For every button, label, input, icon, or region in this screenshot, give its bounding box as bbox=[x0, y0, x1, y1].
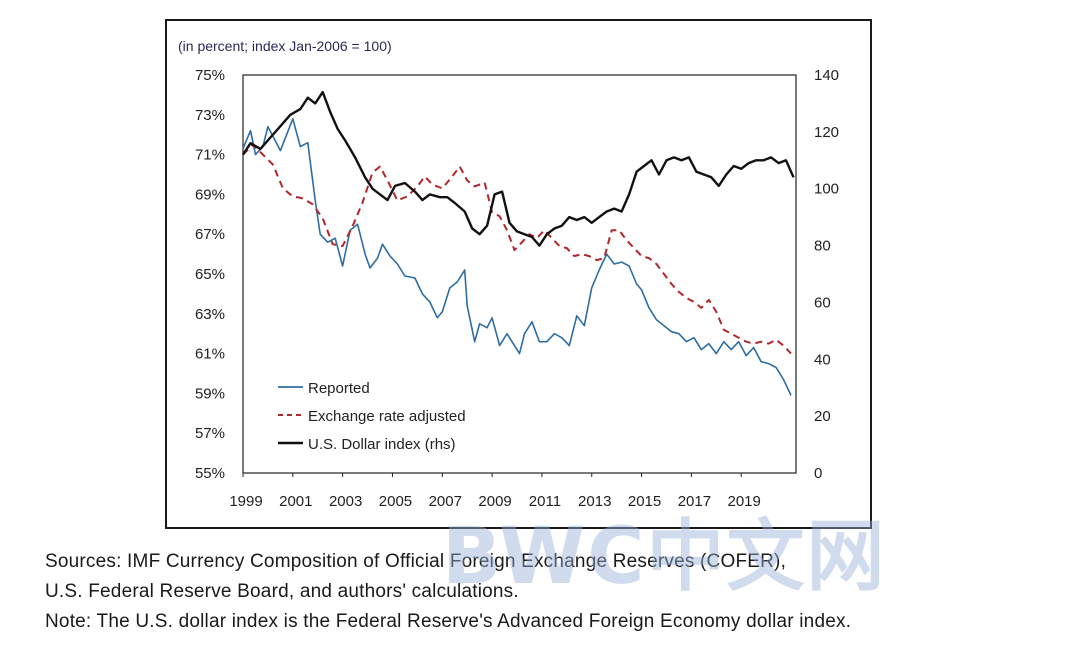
left-tick-label: 65% bbox=[195, 266, 225, 283]
sources-line-2: U.S. Federal Reserve Board, and authors'… bbox=[45, 581, 519, 602]
left-tick-label: 73% bbox=[195, 107, 225, 124]
x-tick-label: 2003 bbox=[329, 493, 362, 510]
x-tick-label: 2015 bbox=[628, 493, 661, 510]
x-tick-label: 2001 bbox=[279, 493, 312, 510]
left-tick-label: 61% bbox=[195, 346, 225, 363]
x-tick-label: 2007 bbox=[429, 493, 462, 510]
left-tick-label: 71% bbox=[195, 147, 225, 164]
left-tick-label: 67% bbox=[195, 226, 225, 243]
left-tick-label: 63% bbox=[195, 306, 225, 323]
right-tick-label: 0 bbox=[814, 465, 822, 482]
right-tick-label: 120 bbox=[814, 124, 839, 141]
series-dollar-index-line bbox=[241, 90, 795, 247]
right-tick-label: 60 bbox=[814, 294, 831, 311]
x-tick-label: 2013 bbox=[578, 493, 611, 510]
chart-frame bbox=[165, 19, 872, 529]
legend-label-reported: Reported bbox=[308, 380, 370, 397]
legend: Reported Exchange rate adjusted U.S. Dol… bbox=[278, 380, 466, 453]
x-tick-label: 1999 bbox=[229, 493, 262, 510]
right-tick-label: 20 bbox=[814, 408, 831, 425]
x-axis: 1999 2001 2003 2005 2007 2009 2011 2013 2015 2017… bbox=[229, 473, 761, 510]
x-tick-label: 2009 bbox=[478, 493, 511, 510]
series-lines bbox=[241, 90, 795, 396]
note-line: Note: The U.S. dollar index is the Feder… bbox=[45, 611, 852, 632]
x-tick-label: 2011 bbox=[529, 493, 561, 510]
left-tick-label: 69% bbox=[195, 186, 225, 203]
right-axis: 140 120 100 80 60 40 20 0 bbox=[814, 67, 839, 482]
x-tick-label: 2005 bbox=[379, 493, 412, 510]
series-reported-line bbox=[242, 118, 792, 396]
left-tick-label: 57% bbox=[195, 425, 225, 442]
legend-label-dollar-index: U.S. Dollar index (rhs) bbox=[308, 436, 456, 453]
left-tick-label: 59% bbox=[195, 385, 225, 402]
sources-line-1: Sources: IMF Currency Composition of Off… bbox=[45, 551, 787, 572]
unit-label: (in percent; index Jan-2006 = 100) bbox=[178, 38, 392, 54]
right-tick-label: 140 bbox=[814, 67, 839, 84]
series-exchange-rate-adjusted-line bbox=[242, 143, 792, 355]
plot-area bbox=[242, 74, 797, 474]
left-axis: 75% 73% 71% 69% 67% 65% 63% 61% 59% 57% 55% bbox=[195, 67, 225, 482]
right-tick-label: 100 bbox=[814, 181, 839, 198]
x-tick-label: 2017 bbox=[678, 493, 711, 510]
left-tick-label: 75% bbox=[195, 67, 225, 84]
x-tick-label: 2019 bbox=[728, 493, 761, 510]
right-tick-label: 40 bbox=[814, 351, 831, 368]
legend-label-exchange-rate-adjusted: Exchange rate adjusted bbox=[308, 408, 466, 425]
left-tick-label: 55% bbox=[195, 465, 225, 482]
watermark: BWC中文网 bbox=[442, 512, 887, 602]
right-tick-label: 80 bbox=[814, 238, 831, 255]
